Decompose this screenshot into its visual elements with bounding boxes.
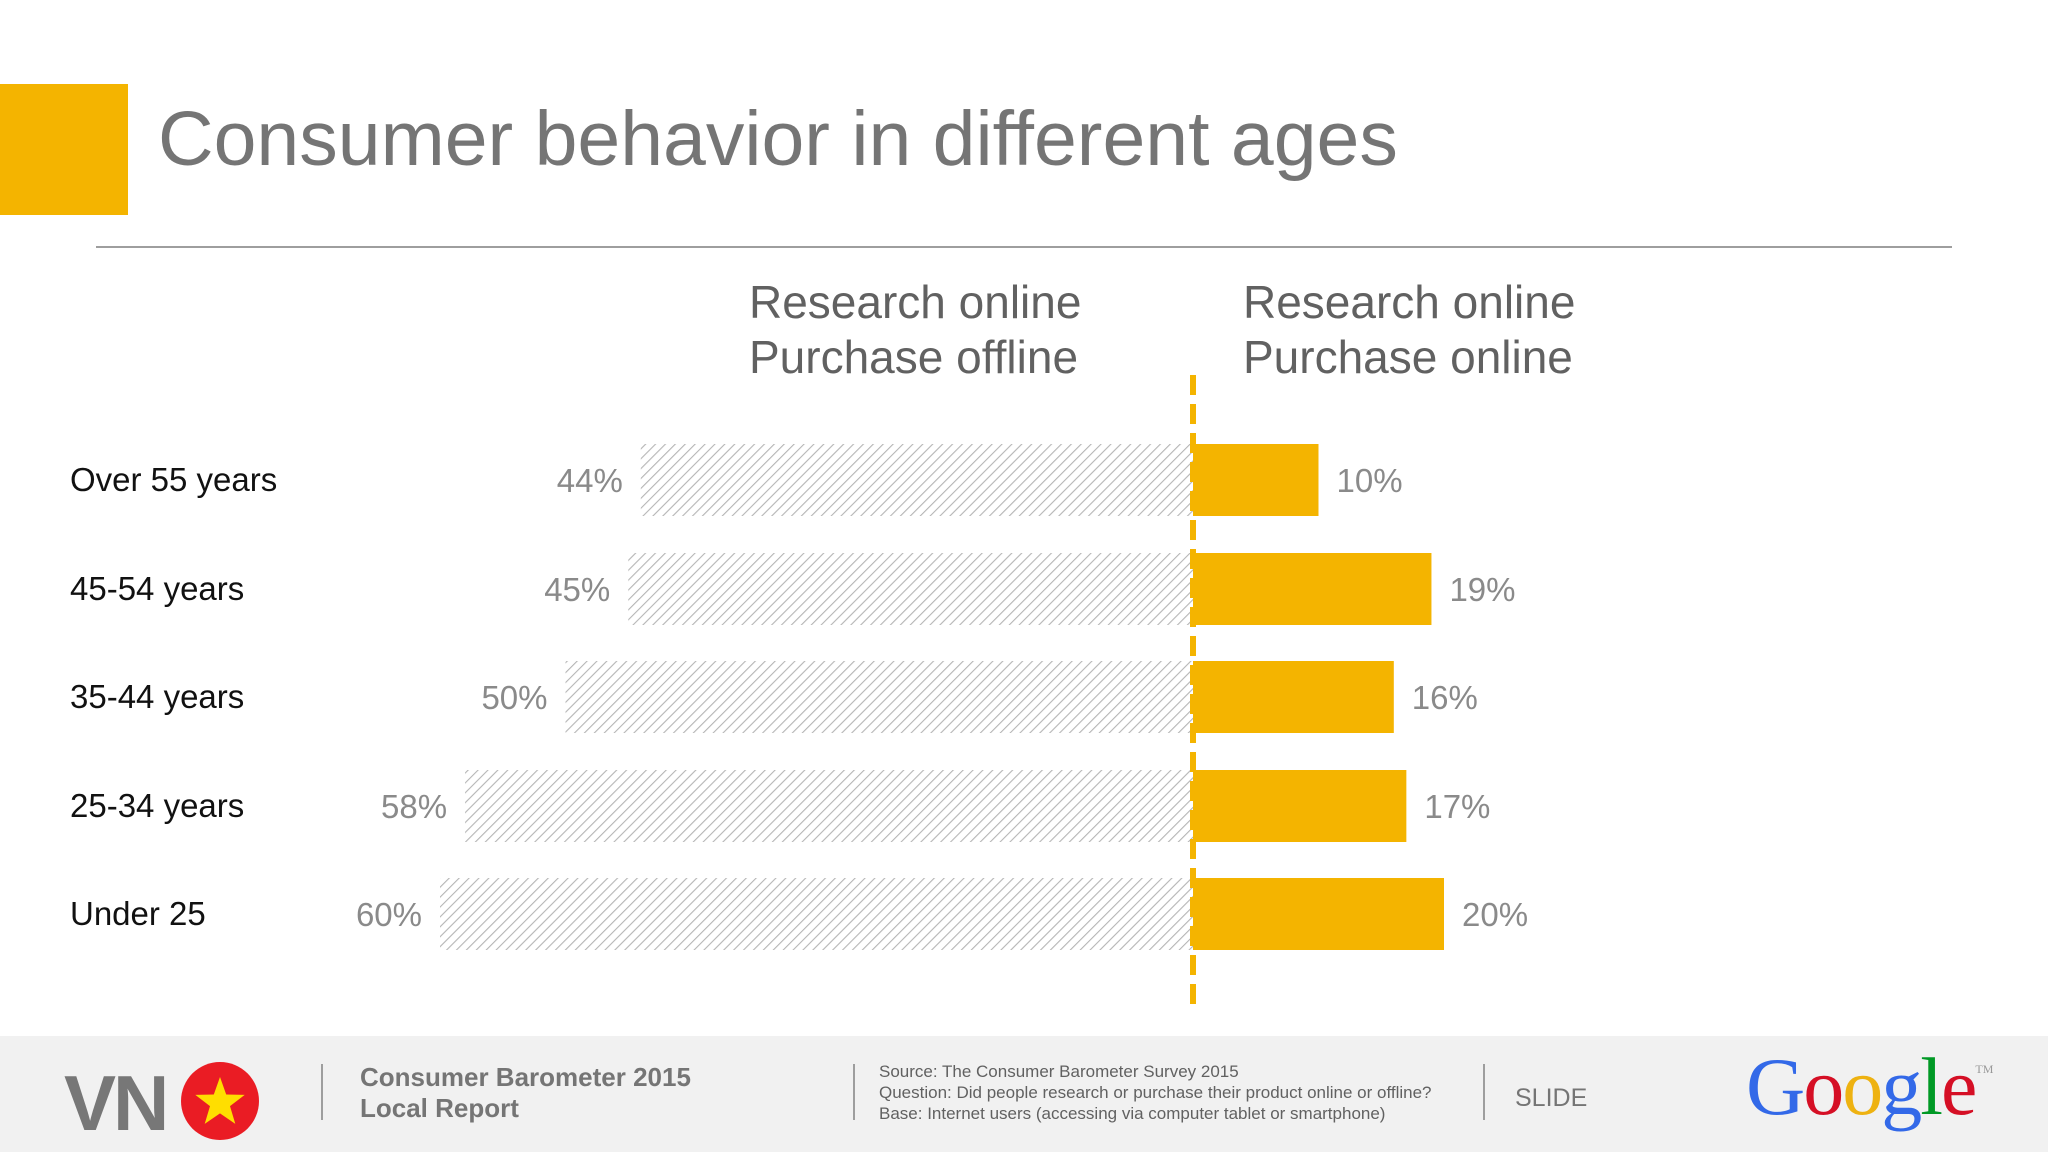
bar-online-over-55-years xyxy=(1193,444,1319,516)
legend-online-purchase: Research online Purchase online xyxy=(1243,275,1575,385)
report-title: Consumer Barometer 2015 Local Report xyxy=(360,1062,691,1124)
logo-letter: G xyxy=(1746,1041,1805,1132)
bar-offline-25-34-years xyxy=(465,770,1194,842)
logo-letter: l xyxy=(1920,1041,1943,1132)
value-label-online: 20% xyxy=(1462,896,1528,933)
footer-divider xyxy=(853,1064,855,1120)
logo-letter: o xyxy=(1842,1041,1883,1132)
slide-label: SLIDE xyxy=(1515,1084,1588,1112)
title-divider xyxy=(96,246,1952,248)
legend-offline-purchase: Research online Purchase offline xyxy=(749,275,1081,385)
report-title-line-1: Consumer Barometer 2015 xyxy=(360,1062,691,1092)
footer-divider xyxy=(1483,1064,1485,1120)
value-label-offline: 45% xyxy=(544,571,610,608)
bar-online-25-34-years xyxy=(1193,770,1407,842)
vietnam-flag-icon xyxy=(181,1062,259,1140)
bar-online-under-25 xyxy=(1193,878,1444,950)
category-label: Under 25 xyxy=(70,895,206,932)
footer-divider xyxy=(321,1064,323,1120)
value-label-offline: 58% xyxy=(381,788,447,825)
value-label-online: 10% xyxy=(1337,462,1403,499)
logo-letter: e xyxy=(1941,1041,1977,1132)
logo-trademark: TM xyxy=(1975,1062,1994,1076)
google-logo: GoogleTM xyxy=(1746,1040,1993,1134)
source-note: Source: The Consumer Barometer Survey 20… xyxy=(879,1061,1432,1124)
legend-online-line-2: Purchase online xyxy=(1243,331,1573,383)
accent-block xyxy=(0,84,128,215)
source-line-1: Source: The Consumer Barometer Survey 20… xyxy=(879,1062,1239,1081)
value-label-online: 17% xyxy=(1424,788,1490,825)
legend-offline-line-2: Purchase offline xyxy=(749,331,1079,383)
bar-offline-45-54-years xyxy=(628,553,1193,625)
value-label-online: 16% xyxy=(1412,679,1478,716)
value-label-offline: 60% xyxy=(356,896,422,933)
category-label: 25-34 years xyxy=(70,787,244,824)
source-line-2: Question: Did people research or purchas… xyxy=(879,1083,1432,1102)
country-code: VN xyxy=(64,1059,169,1147)
source-line-3: Base: Internet users (accessing via comp… xyxy=(879,1104,1386,1123)
footer-bar xyxy=(0,1036,2048,1152)
bar-offline-over-55-years xyxy=(640,444,1193,516)
report-title-line-2: Local Report xyxy=(360,1093,519,1123)
category-label: 35-44 years xyxy=(70,678,244,715)
bar-online-35-44-years xyxy=(1193,661,1394,733)
legend-offline-line-1: Research online xyxy=(749,276,1082,328)
category-label: Over 55 years xyxy=(70,461,277,498)
bar-online-45-54-years xyxy=(1193,553,1432,625)
category-label: 45-54 years xyxy=(70,570,244,607)
logo-letter: g xyxy=(1881,1041,1922,1132)
bar-offline-35-44-years xyxy=(565,661,1193,733)
bar-offline-under-25 xyxy=(440,878,1193,950)
diverging-bar-chart: Over 55 years 44% 10% 45-54 years 45% 19% 35-4… xyxy=(70,375,1528,1010)
slide-title: Consumer behavior in different ages xyxy=(158,96,1398,182)
value-label-offline: 50% xyxy=(481,679,547,716)
value-label-online: 19% xyxy=(1449,571,1515,608)
legend-online-line-1: Research online xyxy=(1243,276,1576,328)
logo-letter: o xyxy=(1803,1041,1844,1132)
value-label-offline: 44% xyxy=(557,462,623,499)
